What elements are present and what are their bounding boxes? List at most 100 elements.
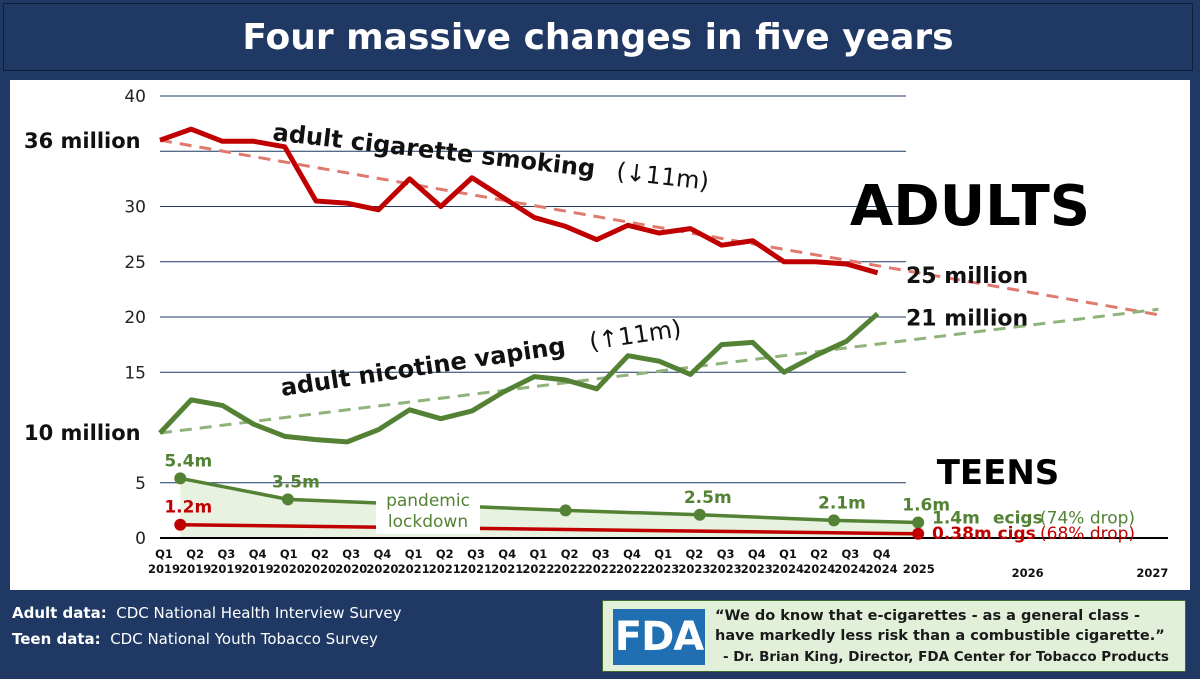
teen-cigs-end-note: (68% drop) (1040, 524, 1135, 544)
chart-svg: 051520253040Q12019Q22019Q32019Q42019Q120… (24, 87, 1168, 580)
x-tick-label-year: 2021 (460, 562, 492, 576)
adult-source: Adult data: CDC National Health Intervie… (12, 604, 402, 622)
x-tick-label-year: 2023 (741, 562, 773, 576)
teen-point-cigs (912, 527, 925, 540)
cigs-series-change: (↓11m) (615, 157, 710, 195)
trend-line-cigs (159, 138, 1159, 317)
teen-point-ecigs (827, 514, 840, 527)
teen-line-cigs (180, 522, 919, 536)
vape-series-label: adult nicotine vaping (279, 332, 567, 402)
quote-text: “We do know that e-cigarettes - as a gen… (715, 608, 1165, 644)
x-tick-label-year: 2023 (710, 562, 742, 576)
x-tick-label-quarter: Q4 (623, 547, 641, 561)
x-tick-label-quarter: Q2 (436, 547, 454, 561)
x-tick-label-year: 2019 (148, 562, 180, 576)
x-tick-label-year: 2022 (522, 562, 554, 576)
teen-point-ecigs (693, 508, 706, 521)
x-tick-label-year: 2024 (772, 562, 804, 576)
cigs-series-label-group: adult cigarette smoking (↓11m) (271, 118, 710, 195)
x-tick-label-year-extra: 2026 (1012, 566, 1044, 580)
teen-point-ecigs (174, 472, 187, 485)
x-tick-label-quarter: Q3 (592, 547, 610, 561)
end-label-cigs: 25 million (906, 264, 1028, 289)
x-tick-label-quarter: Q1 (155, 547, 173, 561)
trend-line-vape (159, 307, 1159, 435)
x-tick-label-year: 2019 (179, 562, 211, 576)
x-tick-label-quarter: Q4 (374, 547, 392, 561)
quote-attribution: - Dr. Brian King, Director, FDA Center f… (723, 649, 1169, 665)
x-tick-label-year: 2021 (429, 562, 461, 576)
y-tick-label: 20 (124, 308, 146, 328)
x-tick-label-year: 2019 (242, 562, 274, 576)
x-tick-label-quarter: Q1 (405, 547, 423, 561)
x-tick-label-year: 2022 (616, 562, 648, 576)
chart-panel: 0 5 15 20 25 30 40 Q1 2019 Q2 2019 Q3 2019 Q4 2019 Q1 20… (10, 80, 1190, 590)
x-tick-label-year: 2023 (678, 562, 710, 576)
chart-title: Four massive changes in five years (242, 16, 954, 58)
fda-logo: FDA (613, 609, 705, 665)
y-tick-label: 30 (124, 198, 146, 218)
x-tick-label-quarter: Q3 (717, 547, 735, 561)
teen-point-cigs (174, 518, 187, 531)
teens-heading: TEENS (937, 453, 1060, 493)
x-tick-label-year: 2024 (866, 562, 898, 576)
x-tick-label-year: 2020 (335, 562, 367, 576)
teen-point-label-ecigs: 5.4m (164, 451, 212, 471)
teen-ecig-area (180, 478, 919, 537)
series-line-vape (158, 311, 880, 445)
x-tick-label-quarter: Q3 (842, 547, 860, 561)
x-tick-label-quarter: Q3 (218, 547, 236, 561)
x-tick-label-year: 2024 (834, 562, 866, 576)
x-tick-label-year: 2020 (366, 562, 398, 576)
quote-box: FDA “We do know that e-cigarettes - as a… (602, 600, 1186, 672)
teen-point-label-ecigs: 1.6m (902, 496, 950, 516)
x-tick-label-year-extra: 2027 (1136, 566, 1168, 580)
x-tick-label-quarter: Q1 (779, 547, 797, 561)
y-tick-label: 5 (135, 474, 146, 494)
x-tick-label-year: 2024 (803, 562, 835, 576)
x-tick-label-quarter: Q4 (748, 547, 766, 561)
x-tick-label-quarter: Q2 (686, 547, 704, 561)
x-tick-label-quarter: Q4 (498, 547, 516, 561)
vape-series-change: (↑11m) (587, 314, 683, 355)
x-tick-label-quarter: Q1 (654, 547, 672, 561)
x-tick-label-quarter: Q3 (342, 547, 360, 561)
teen-point-ecigs (559, 504, 572, 517)
teen-cigs-end-value: 0.38m cigs (932, 524, 1036, 544)
data-sources: Adult data: CDC National Health Intervie… (12, 600, 402, 652)
teen-line-ecigs (179, 476, 919, 525)
x-tick-label-year-extra: 2025 (903, 562, 935, 576)
teen-ecig-end-name: ecigs (993, 509, 1043, 529)
pandemic-label-bg (376, 488, 480, 534)
teen-point-label-ecigs: 2.1m (818, 493, 866, 513)
teen-ecig-end-note: (74% drop) (1040, 509, 1135, 529)
start-label-cigs: 36 million (24, 129, 141, 153)
teen-ecig-end-value: 1.4m (932, 509, 980, 529)
x-tick-label-year: 2022 (554, 562, 586, 576)
x-tick-label-quarter: Q2 (561, 547, 579, 561)
y-tick-label: 0 (135, 529, 146, 549)
x-tick-label-quarter: Q3 (467, 547, 485, 561)
x-tick-label-quarter: Q1 (530, 547, 548, 561)
teen-point-label-ecigs: 3.5m (272, 472, 320, 492)
x-tick-label-year: 2021 (491, 562, 523, 576)
teen-point-label-cigs: 1.2m (164, 498, 212, 518)
x-tick-label-year: 2023 (647, 562, 679, 576)
x-tick-label-year: 2020 (304, 562, 336, 576)
x-tick-label-year: 2021 (398, 562, 430, 576)
x-tick-label-year: 2019 (210, 562, 242, 576)
x-tick-label-quarter: Q2 (311, 547, 329, 561)
y-tick-label: 40 (124, 87, 146, 107)
teen-point-label-ecigs: 2.5m (684, 488, 732, 508)
end-label-vape: 21 million (906, 307, 1028, 332)
adults-heading: ADULTS (850, 174, 1090, 239)
x-tick-label-quarter: Q2 (810, 547, 828, 561)
x-tick-label-year: 2022 (585, 562, 617, 576)
x-tick-label-quarter: Q2 (186, 547, 204, 561)
title-bar: Four massive changes in five years (3, 3, 1193, 71)
x-tick-label-year: 2020 (273, 562, 305, 576)
cigs-series-label: adult cigarette smoking (271, 118, 596, 183)
pandemic-label-line1: pandemic (386, 491, 470, 511)
start-label-vape: 10 million (24, 421, 141, 445)
teen-point-ecigs (912, 516, 925, 529)
